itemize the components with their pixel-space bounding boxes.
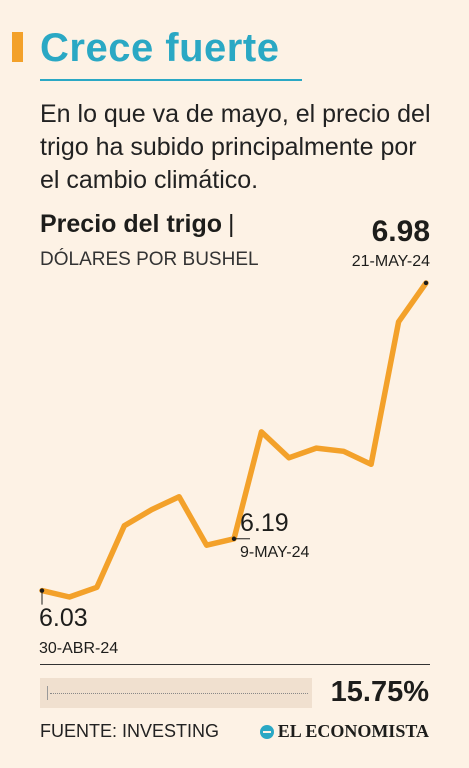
headline: Crece fuerte — [40, 26, 280, 70]
headline-accent-bar — [12, 32, 23, 62]
annotation-date-start: 30-ABR-24 — [39, 640, 118, 657]
chart-title-row: Precio del trigo | — [40, 210, 234, 239]
price-series-line — [39, 280, 429, 600]
annotation-date-end: 21-MAY-24 — [352, 253, 430, 270]
change-tick — [47, 686, 48, 700]
annotation-date-mid: 9-MAY-24 — [240, 544, 309, 561]
headline-rule — [40, 79, 302, 81]
source-text: FUENTE: INVESTING — [40, 721, 220, 741]
annotation-value-mid: 6.19 — [240, 509, 289, 537]
change-percent: 15.75% — [330, 676, 429, 708]
annotation-value-end: 6.98 — [372, 215, 430, 248]
chart-title-separator: | — [227, 210, 235, 238]
change-dotted-line — [50, 693, 308, 694]
el-economista-logo-icon — [259, 724, 274, 739]
annotation-dot — [423, 280, 429, 286]
brand-name: EL ECONOMISTA — [277, 721, 429, 741]
annotation-value-start: 6.03 — [39, 604, 88, 632]
brand-logo: EL ECONOMISTA — [259, 721, 429, 742]
chart-title: Precio del trigo — [40, 210, 222, 238]
bottom-rule — [40, 664, 430, 665]
chart-unit-label: DÓLARES POR BUSHEL — [40, 249, 259, 270]
lede-text: En lo que va de mayo, el precio del trig… — [40, 100, 431, 194]
